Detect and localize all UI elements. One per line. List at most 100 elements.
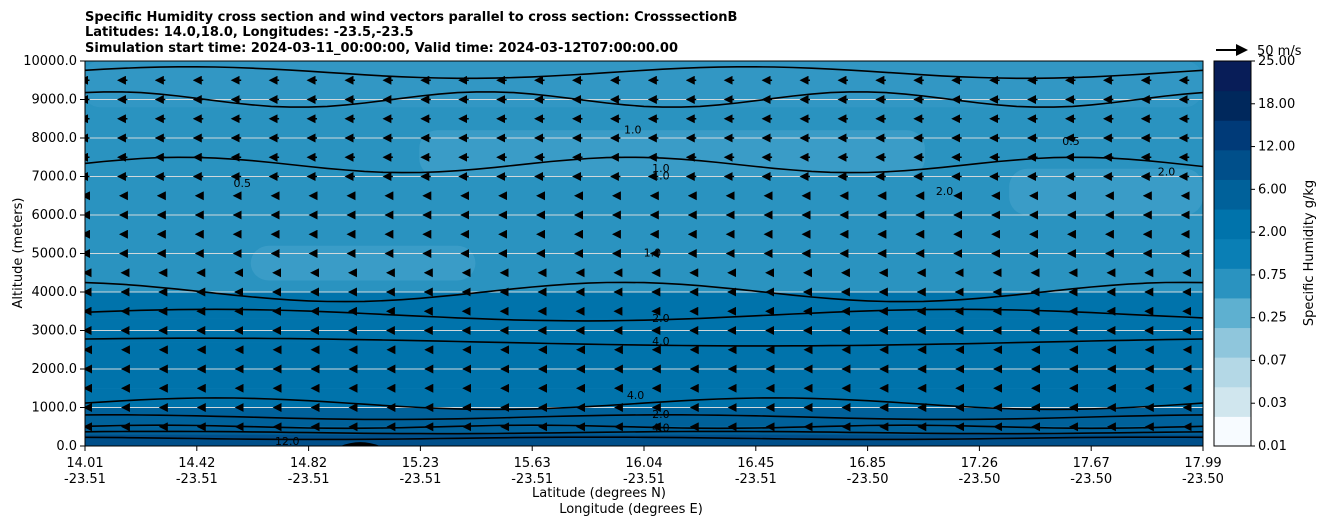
y-axis-label: Altitude (meters) <box>11 198 26 309</box>
x-tick-label-latitude: 17.99 <box>1184 456 1221 471</box>
humidity-band <box>85 434 1203 446</box>
colorbar-segment <box>1214 120 1251 151</box>
contour-label: 4.0 <box>652 422 670 435</box>
chart-title-line-1: Specific Humidity cross section and wind… <box>85 10 737 25</box>
humidity-patch <box>419 130 925 177</box>
x-tick-label-longitude: -23.50 <box>1070 472 1112 487</box>
x-axis: 14.01-23.5114.42-23.5114.82-23.5115.23-2… <box>64 446 1224 487</box>
chart-title-line-3: Simulation start time: 2024-03-11_00:00:… <box>85 41 678 56</box>
x-tick-label-longitude: -23.50 <box>847 472 889 487</box>
contour-label: 4.0 <box>627 389 645 402</box>
x-tick-label-longitude: -23.51 <box>735 472 777 487</box>
x-tick-label-longitude: -23.51 <box>288 472 330 487</box>
contour-line <box>85 308 1203 322</box>
contour-line <box>85 156 1203 174</box>
contour-label: 0.5 <box>234 177 252 190</box>
colorbar <box>1214 61 1251 447</box>
humidity-patch <box>250 245 476 281</box>
contour-line <box>85 424 1203 430</box>
y-tick-label: 7000.0 <box>32 170 78 185</box>
colorbar-segment <box>1214 149 1251 180</box>
colorbar-tick-label: 0.75 <box>1258 268 1287 283</box>
colorbar-segment <box>1214 416 1251 447</box>
x-tick-label-longitude: -23.51 <box>399 472 441 487</box>
colorbar-label: Specific Humidity g/kg <box>1302 180 1317 326</box>
contour-label: 1.0 <box>652 170 670 183</box>
colorbar-tick-label: 2.00 <box>1258 225 1287 240</box>
wind-reference-key: 50 m/s <box>1216 44 1302 59</box>
x-tick-label-latitude: 15.63 <box>514 456 551 471</box>
y-tick-label: 2000.0 <box>32 362 78 377</box>
colorbar-segment <box>1214 297 1251 329</box>
wind-vectors <box>85 75 1192 432</box>
contour-line <box>85 91 1203 108</box>
humidity-band <box>85 426 1203 435</box>
contour-line <box>85 337 1203 347</box>
contour-line <box>85 430 1203 435</box>
colorbar-tick-label: 12.00 <box>1258 140 1295 155</box>
humidity-band <box>85 292 1203 319</box>
contour-label: 1.0 <box>624 123 642 136</box>
x-tick-label-latitude: 16.45 <box>737 456 774 471</box>
y-tick-label: 0.0 <box>56 439 77 454</box>
contour-labels: 0.51.01.01.01.02.02.00.52.04.04.02.04.01… <box>234 123 1176 448</box>
chart-title-line-2: Latitudes: 14.0,18.0, Longitudes: -23.5,… <box>85 25 414 40</box>
wind-reference-label: 50 m/s <box>1257 44 1302 59</box>
contour-line <box>85 281 1203 303</box>
x-tick-label-longitude: -23.51 <box>176 472 218 487</box>
x-tick-label-latitude: 14.42 <box>178 456 215 471</box>
x-tick-label-longitude: -23.51 <box>511 472 553 487</box>
colorbar-tick-label: 18.00 <box>1258 97 1295 112</box>
contour-label: 2.0 <box>652 408 670 421</box>
contour-label: 2.0 <box>1158 166 1176 179</box>
contour-line <box>85 436 1203 441</box>
x-axis-label-latitude: Latitude (degrees N) <box>532 486 666 501</box>
contour-label: 12.0 <box>275 435 300 448</box>
x-tick-label-longitude: -23.50 <box>958 472 1000 487</box>
contour-line <box>85 66 1203 80</box>
contour-label: 0.5 <box>1062 135 1080 148</box>
plot-area: 0.51.01.01.01.02.02.00.52.04.04.02.04.01… <box>85 61 1203 448</box>
colorbar-ticks: 0.01 0.03 0.07 0.25 0.75 2.00 6.00 12.00 18.00 25… <box>1251 54 1295 454</box>
x-tick-label-latitude: 14.82 <box>290 456 327 471</box>
colorbar-tick-label: 0.03 <box>1258 396 1287 411</box>
y-tick-label: 8000.0 <box>32 131 78 146</box>
terrain-bump <box>340 442 380 446</box>
x-tick-label-latitude: 16.85 <box>849 456 886 471</box>
colorbar-segment <box>1214 386 1251 417</box>
humidity-band <box>85 342 1203 389</box>
contour-line <box>85 397 1203 411</box>
contour-label: 4.0 <box>652 335 670 348</box>
x-tick-label-longitude: -23.50 <box>1182 472 1224 487</box>
y-tick-label: 1000.0 <box>32 401 78 416</box>
x-tick-label-longitude: -23.51 <box>64 472 106 487</box>
colorbar-frame <box>1213 60 1252 447</box>
y-tick-label: 5000.0 <box>32 247 78 262</box>
colorbar-tick-label: 0.01 <box>1258 439 1287 454</box>
colorbar-segment <box>1214 179 1251 210</box>
contour-label: 1.0 <box>644 247 662 260</box>
y-tick-label: 3000.0 <box>32 324 78 339</box>
colorbar-segment <box>1214 268 1251 299</box>
colorbar-tick-label: 6.00 <box>1258 182 1287 197</box>
contour-label: 2.0 <box>936 185 954 198</box>
contour-line <box>85 414 1203 421</box>
y-tick-label: 6000.0 <box>32 208 78 223</box>
x-tick-label-latitude: 17.67 <box>1073 456 1110 471</box>
colorbar-tick-label: 0.07 <box>1258 353 1287 368</box>
contour-lines <box>85 66 1203 441</box>
colorbar-segment <box>1214 61 1251 92</box>
colorbar-tick-label: 25.00 <box>1258 54 1295 69</box>
x-tick-label-longitude: -23.51 <box>623 472 665 487</box>
x-tick-label-latitude: 14.01 <box>66 456 103 471</box>
colorbar-segment <box>1214 209 1251 240</box>
humidity-band <box>85 407 1203 427</box>
x-tick-label-latitude: 16.04 <box>625 456 662 471</box>
colorbar-segment <box>1214 90 1251 121</box>
colorbar-segment <box>1214 238 1251 269</box>
y-tick-label: 10000.0 <box>23 54 77 69</box>
humidity-band <box>85 388 1203 408</box>
colorbar-segment <box>1214 357 1251 388</box>
contour-label: 1.0 <box>652 162 670 175</box>
